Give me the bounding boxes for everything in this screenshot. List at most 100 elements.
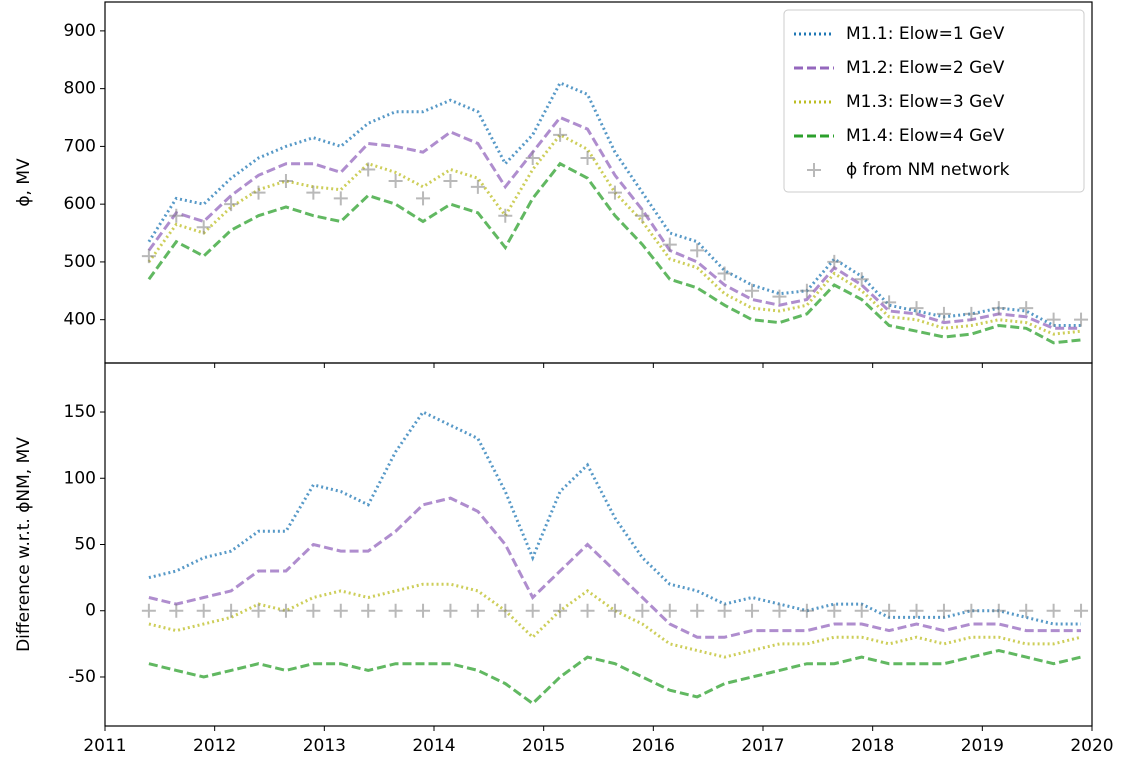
data-line bbox=[148, 496, 1081, 639]
data-point bbox=[306, 603, 321, 618]
x-tick-label: 2012 bbox=[193, 736, 236, 756]
data-point bbox=[936, 603, 951, 618]
data-point bbox=[1046, 603, 1061, 618]
x-tick-label: 2019 bbox=[961, 736, 1004, 756]
data-point bbox=[196, 220, 211, 235]
data-point bbox=[498, 603, 513, 618]
data-point bbox=[251, 603, 266, 618]
y-tick-label: 900 bbox=[64, 21, 96, 41]
x-tick-label: 2011 bbox=[83, 736, 126, 756]
data-point bbox=[525, 603, 540, 618]
y-tick-label: 800 bbox=[64, 79, 96, 99]
data-point bbox=[580, 603, 595, 618]
data-point bbox=[1046, 312, 1061, 327]
y-tick-label: 100 bbox=[64, 468, 96, 488]
data-point bbox=[388, 603, 403, 618]
legend-label: M1.1: Elow=1 GeV bbox=[846, 24, 1005, 44]
data-point bbox=[553, 127, 568, 142]
y-tick-label: 0 bbox=[85, 601, 96, 621]
x-tick-label: 2016 bbox=[632, 736, 675, 756]
data-point bbox=[443, 174, 458, 189]
legend-box bbox=[783, 9, 1085, 193]
data-point bbox=[443, 603, 458, 618]
data-point bbox=[278, 603, 293, 618]
x-tick-label: 2017 bbox=[741, 736, 784, 756]
data-point bbox=[991, 603, 1006, 618]
data-point bbox=[224, 603, 239, 618]
data-point bbox=[607, 185, 622, 200]
data-point bbox=[909, 301, 924, 316]
data-point bbox=[1074, 603, 1089, 618]
data-line bbox=[148, 410, 1081, 626]
data-point bbox=[525, 150, 540, 165]
data-point bbox=[964, 306, 979, 321]
legend-label: ϕ from NM network bbox=[846, 160, 1010, 180]
data-point bbox=[991, 301, 1006, 316]
data-point bbox=[196, 603, 211, 618]
data-point bbox=[690, 243, 705, 258]
data-point bbox=[141, 249, 156, 264]
data-point bbox=[964, 603, 979, 618]
data-point bbox=[772, 289, 787, 304]
data-point bbox=[388, 174, 403, 189]
marker-series bbox=[141, 127, 1089, 327]
data-line bbox=[148, 648, 1082, 706]
data-point bbox=[635, 208, 650, 223]
data-point bbox=[607, 603, 622, 618]
y-tick-label: 600 bbox=[64, 194, 96, 214]
data-point bbox=[416, 603, 431, 618]
data-point bbox=[306, 185, 321, 200]
y-tick-label: -50 bbox=[68, 667, 96, 687]
data-point bbox=[169, 208, 184, 223]
data-point bbox=[224, 197, 239, 212]
data-point bbox=[882, 295, 897, 310]
legend-label: M1.4: Elow=4 GeV bbox=[846, 126, 1005, 146]
data-point bbox=[799, 283, 814, 298]
data-point bbox=[470, 603, 485, 618]
y-axis-label: ϕ, MV bbox=[14, 158, 34, 207]
data-point bbox=[361, 162, 376, 177]
marker-series bbox=[141, 603, 1089, 618]
y-tick-label: 50 bbox=[74, 535, 96, 555]
data-point bbox=[333, 191, 348, 206]
x-tick-label: 2014 bbox=[412, 736, 455, 756]
data-point bbox=[662, 603, 677, 618]
data-point bbox=[416, 191, 431, 206]
data-point bbox=[333, 603, 348, 618]
data-point bbox=[690, 603, 705, 618]
plot-frame bbox=[104, 362, 1093, 727]
data-point bbox=[772, 603, 787, 618]
y-tick-label: 700 bbox=[64, 136, 96, 156]
data-point bbox=[1019, 603, 1034, 618]
data-point bbox=[936, 306, 951, 321]
data-point bbox=[1019, 301, 1034, 316]
legend-marker bbox=[807, 163, 821, 177]
data-point bbox=[361, 603, 376, 618]
y-tick-label: 500 bbox=[64, 252, 96, 272]
data-point bbox=[854, 603, 869, 618]
data-point bbox=[470, 179, 485, 194]
data-point bbox=[717, 603, 732, 618]
data-point bbox=[827, 254, 842, 269]
y-axis-label: Difference w.r.t. ϕNM, MV bbox=[14, 437, 34, 652]
data-line bbox=[147, 80, 1081, 327]
x-tick-label: 2018 bbox=[851, 736, 894, 756]
data-line bbox=[147, 115, 1081, 330]
data-point bbox=[251, 185, 266, 200]
data-point bbox=[498, 208, 513, 223]
data-point bbox=[662, 237, 677, 252]
data-point bbox=[827, 603, 842, 618]
data-point bbox=[278, 174, 293, 189]
data-point bbox=[553, 603, 568, 618]
data-point bbox=[745, 283, 760, 298]
data-point bbox=[1074, 312, 1089, 327]
data-point bbox=[141, 603, 156, 618]
data-point bbox=[635, 603, 650, 618]
data-point bbox=[580, 150, 595, 165]
y-tick-label: 150 bbox=[64, 402, 96, 422]
data-point bbox=[799, 603, 814, 618]
data-point bbox=[169, 603, 184, 618]
legend-label: M1.3: Elow=3 GeV bbox=[846, 92, 1005, 112]
data-point bbox=[882, 603, 897, 618]
y-tick-label: 400 bbox=[64, 310, 96, 330]
